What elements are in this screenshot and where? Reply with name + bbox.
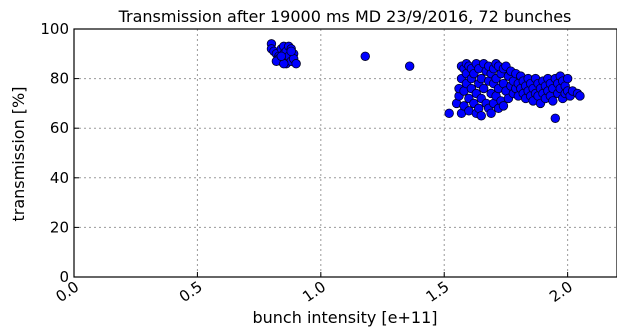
x-tick-label: 1.5 — [423, 278, 453, 306]
data-point — [550, 113, 560, 123]
data-point — [486, 108, 496, 119]
data-point — [575, 91, 585, 101]
chart-title: Transmission after 19000 ms MD 23/9/2016… — [118, 7, 572, 26]
x-tick-label: 1.0 — [299, 278, 329, 306]
data-point — [444, 108, 454, 119]
data-point — [286, 46, 296, 57]
data-point — [404, 61, 415, 71]
data-point — [476, 111, 486, 121]
grid-lines — [74, 29, 617, 277]
data-point — [291, 59, 301, 69]
x-tick-label: 0.5 — [176, 278, 206, 306]
data-point — [498, 101, 509, 111]
data-point — [479, 83, 489, 94]
y-tick-label: 20 — [50, 218, 69, 236]
plot-frame — [73, 28, 617, 278]
y-axis-label: transmission [%] — [9, 87, 28, 222]
data-point — [276, 51, 287, 61]
data-points — [266, 39, 585, 123]
y-tick-label: 80 — [50, 70, 69, 88]
y-tick-label: 60 — [50, 119, 69, 137]
data-point — [562, 73, 573, 84]
y-axis-ticks: 0 20 40 60 80 100 — [40, 20, 79, 286]
y-tick-label: 40 — [50, 169, 69, 187]
x-axis-label: bunch intensity [e+11] — [252, 308, 437, 327]
y-tick-label: 0 — [59, 268, 69, 286]
data-point — [548, 96, 558, 106]
x-tick-label: 2.0 — [546, 278, 576, 306]
data-point — [360, 51, 370, 61]
y-tick-label: 100 — [40, 20, 69, 38]
